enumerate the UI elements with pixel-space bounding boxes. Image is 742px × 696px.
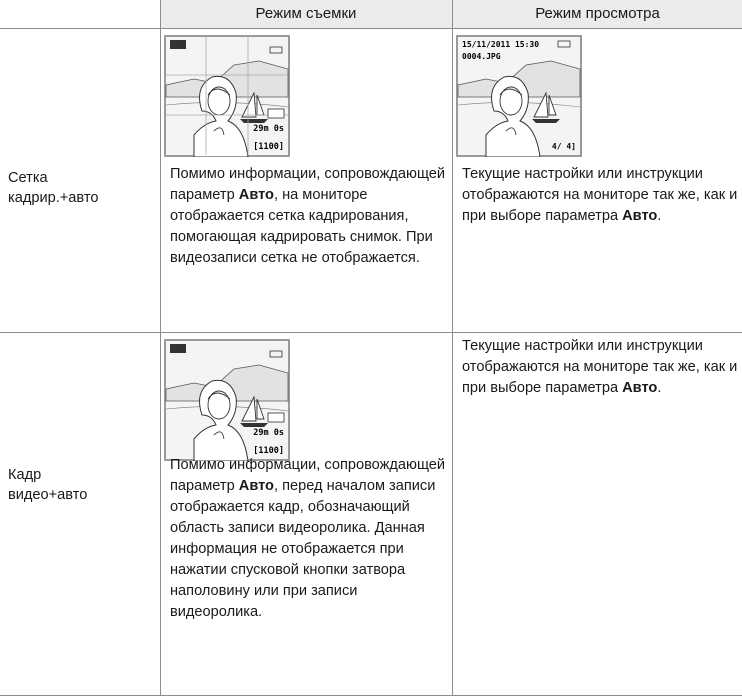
screen-art [267,412,285,423]
screen-art [532,119,560,123]
screen-art [557,40,571,48]
emphasis: Авто [622,380,658,396]
text: Помимо информации, сопровождающей параме… [170,457,446,494]
screen-remaining: 29m 0s [253,124,284,134]
screen-art [240,423,268,427]
screen-art [267,108,285,119]
camera-screen: 15/11/2011 15:30 0004.JPG 4/ 4] [456,35,582,157]
rule [452,0,453,696]
description: Помимо информации, сопровождающей параме… [170,455,450,623]
screen-remaining: 29m 0s [253,428,284,438]
screen-art [213,431,225,440]
screen-art [499,86,523,116]
row-label: Сетка кадрир.+авто [8,168,158,208]
screen-shots: [1100] [253,142,284,152]
text: Помимо информации, сопровождающей параме… [170,166,446,203]
description: Помимо информации, сопровождающей параме… [170,164,450,269]
text: , на мониторе отображается сетка кадриро… [170,187,433,266]
screen-art [207,390,231,420]
rule [0,332,742,333]
screen-art [241,395,265,422]
label-line: видео+авто [8,487,88,503]
screen-file: 0004.JPG [462,52,501,61]
emphasis: Авто [238,478,274,494]
description: Текущие настройки или инструкции отображ… [462,336,738,399]
text: . [657,208,662,224]
text: , перед началом записи отображается кадр… [170,478,436,620]
emphasis: Авто [238,187,274,203]
screen-shots: [1100] [253,446,284,456]
screen-art [207,392,231,400]
screen-counter: 4/ 4] [552,142,576,151]
screen-art [485,75,541,157]
screen-art [170,40,186,49]
text: Текущие настройки или инструкции отображ… [462,338,738,396]
label-line: Сетка [8,170,48,186]
row-label: Кадр видео+авто [8,465,158,505]
rule [0,28,742,29]
rule [160,0,161,696]
screen-art [193,379,249,461]
screen-art [207,88,231,96]
screen-art [533,91,557,118]
screen-art [213,127,225,136]
header-playback: Режим просмотра [453,0,742,28]
text: Текущие настройки или инструкции отображ… [462,166,738,224]
label-line: кадрир.+авто [8,190,99,206]
screen-datetime: 15/11/2011 15:30 [462,40,539,49]
screen-art [499,88,523,96]
screen-art [505,127,517,136]
screen-art [269,46,283,54]
screen-art [193,75,249,157]
screen-art [240,119,268,123]
screen-art [269,350,283,358]
text: . [657,380,662,396]
screen-art [170,344,186,353]
header-shooting: Режим съемки [160,0,452,28]
emphasis: Авто [622,208,658,224]
camera-screen: 29m 0s [1100] [164,339,290,461]
label-line: Кадр [8,467,42,483]
description: Текущие настройки или инструкции отображ… [462,164,738,227]
camera-screen: 29m 0s [1100] [164,35,290,157]
